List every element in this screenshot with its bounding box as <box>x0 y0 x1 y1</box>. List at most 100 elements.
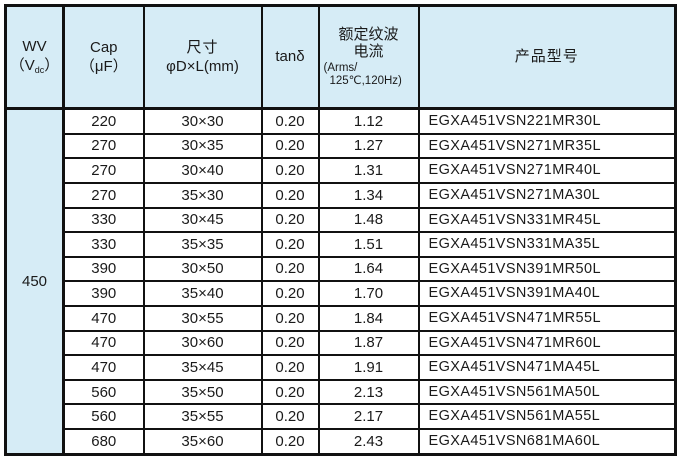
table-row: 270 35×30 0.20 1.34 EGXA451VSN271MA30L <box>6 181 677 209</box>
table-row: 560 35×55 0.20 2.17 EGXA451VSN561MA55L <box>6 403 677 431</box>
header-ripple-line1: 额定纹波 <box>338 25 399 43</box>
size-cell: 30×30 <box>142 107 263 135</box>
table-row: 330 35×35 0.20 1.51 EGXA451VSN331MA35L <box>6 231 677 258</box>
size-cell: 35×35 <box>142 231 263 258</box>
cap-cell: 270 <box>62 132 145 160</box>
ripple-cell: 1.64 <box>317 255 420 283</box>
header-tan: tanδ <box>260 4 320 110</box>
tan-cell: 0.20 <box>260 255 320 283</box>
cap-cell: 470 <box>62 329 145 357</box>
header-wv-label: WV <box>22 38 47 56</box>
tan-cell: 0.20 <box>260 107 320 135</box>
ripple-cell: 2.13 <box>317 378 420 406</box>
tan-cell: 0.20 <box>260 378 320 406</box>
spec-table: WV （Vdc） Cap （μF） 尺寸 φD×L(mm) <box>4 4 677 456</box>
header-tan-label: tanδ <box>275 48 305 66</box>
model-cell: EGXA451VSN471MR55L <box>417 305 677 332</box>
ripple-cell: 1.51 <box>317 231 420 258</box>
size-cell: 30×60 <box>142 329 263 357</box>
ripple-cell: 1.34 <box>317 181 420 209</box>
size-cell: 35×45 <box>142 354 263 381</box>
table-body: 450 220 30×30 0.20 1.12 EGXA451VSN221MR30L 270… <box>4 107 677 456</box>
cap-cell: 270 <box>62 157 145 184</box>
table-row: 560 35×50 0.20 2.13 EGXA451VSN561MA50L <box>6 378 677 406</box>
table-row: 470 30×60 0.20 1.87 EGXA451VSN471MR60L <box>6 329 677 357</box>
ripple-cell: 1.70 <box>317 280 420 307</box>
ripple-cell: 2.43 <box>317 428 420 456</box>
tan-cell: 0.20 <box>260 181 320 209</box>
tan-cell: 0.20 <box>260 206 320 234</box>
model-cell: EGXA451VSN331MR45L <box>417 206 677 234</box>
ripple-cell: 1.31 <box>317 157 420 184</box>
tan-cell: 0.20 <box>260 428 320 456</box>
size-cell: 35×50 <box>142 378 263 406</box>
cap-cell: 390 <box>62 255 145 283</box>
model-cell: EGXA451VSN271MA30L <box>417 181 677 209</box>
cap-cell: 220 <box>62 107 145 135</box>
ripple-cell: 1.48 <box>317 206 420 234</box>
model-cell: EGXA451VSN271MR40L <box>417 157 677 184</box>
table-row: 450 220 30×30 0.20 1.12 EGXA451VSN221MR30L <box>4 107 677 456</box>
size-cell: 35×30 <box>142 181 263 209</box>
model-cell: EGXA451VSN561MA55L <box>417 403 677 431</box>
model-cell: EGXA451VSN221MR30L <box>417 107 677 135</box>
cap-cell: 560 <box>62 378 145 406</box>
table-row: 390 35×40 0.20 1.70 EGXA451VSN391MA40L <box>6 280 677 307</box>
size-cell: 30×50 <box>142 255 263 283</box>
model-cell: EGXA451VSN561MA50L <box>417 378 677 406</box>
ripple-cell: 1.12 <box>317 107 420 135</box>
tan-cell: 0.20 <box>260 280 320 307</box>
tan-cell: 0.20 <box>260 354 320 381</box>
header-model-label: 产品型号 <box>514 48 579 66</box>
model-cell: EGXA451VSN271MR35L <box>417 132 677 160</box>
size-cell: 30×45 <box>142 206 263 234</box>
header-cap-label: Cap <box>89 38 118 56</box>
cap-cell: 330 <box>62 206 145 234</box>
tan-cell: 0.20 <box>260 305 320 332</box>
cap-cell: 270 <box>62 181 145 209</box>
cap-cell: 390 <box>62 280 145 307</box>
header-size-unit: φD×L(mm) <box>166 58 239 75</box>
ripple-cell: 1.84 <box>317 305 420 332</box>
model-cell: EGXA451VSN471MR60L <box>417 329 677 357</box>
model-cell: EGXA451VSN471MA45L <box>417 354 677 381</box>
ripple-cell: 2.17 <box>317 403 420 431</box>
tan-cell: 0.20 <box>260 329 320 357</box>
header-wv-unit: （Vdc） <box>9 57 60 76</box>
header-ripple-cond1: (Arms/ <box>323 62 358 75</box>
cap-cell: 470 <box>62 354 145 381</box>
size-cell: 30×40 <box>142 157 263 184</box>
tan-cell: 0.20 <box>260 403 320 431</box>
size-cell: 35×60 <box>142 428 263 456</box>
tan-cell: 0.20 <box>260 157 320 184</box>
header-cap-unit: （μF） <box>79 58 128 75</box>
cap-cell: 680 <box>62 428 145 456</box>
header-model: 产品型号 <box>417 4 677 110</box>
size-cell: 35×55 <box>142 403 263 431</box>
ripple-cell: 1.87 <box>317 329 420 357</box>
header-row: WV （Vdc） Cap （μF） 尺寸 φD×L(mm) <box>4 4 677 110</box>
ripple-cell: 1.27 <box>317 132 420 160</box>
size-cell: 30×35 <box>142 132 263 160</box>
table-header: WV （Vdc） Cap （μF） 尺寸 φD×L(mm) <box>4 4 677 110</box>
table-row: 330 30×45 0.20 1.48 EGXA451VSN331MR45L <box>6 206 677 234</box>
header-cap: Cap （μF） <box>62 4 145 110</box>
model-cell: EGXA451VSN391MA40L <box>417 280 677 307</box>
tan-cell: 0.20 <box>260 231 320 258</box>
header-ripple: 额定纹波 电流 (Arms/ 125℃,120Hz) <box>317 4 420 110</box>
table-row: 270 30×35 0.20 1.27 EGXA451VSN271MR35L <box>6 132 677 160</box>
table-row: 270 30×40 0.20 1.31 EGXA451VSN271MR40L <box>6 157 677 184</box>
header-size-label: 尺寸 <box>186 38 219 56</box>
table-row: 390 30×50 0.20 1.64 EGXA451VSN391MR50L <box>6 255 677 283</box>
size-cell: 30×55 <box>142 305 263 332</box>
header-size: 尺寸 φD×L(mm) <box>142 4 263 110</box>
wv-value-cell: 450 <box>4 107 65 456</box>
size-cell: 35×40 <box>142 280 263 307</box>
model-cell: EGXA451VSN391MR50L <box>417 255 677 283</box>
model-cell: EGXA451VSN331MA35L <box>417 231 677 258</box>
table-row: 470 30×55 0.20 1.84 EGXA451VSN471MR55L <box>6 305 677 332</box>
cap-cell: 560 <box>62 403 145 431</box>
table-row: 470 35×45 0.20 1.91 EGXA451VSN471MA45L <box>6 354 677 381</box>
header-wv: WV （Vdc） <box>4 4 65 110</box>
